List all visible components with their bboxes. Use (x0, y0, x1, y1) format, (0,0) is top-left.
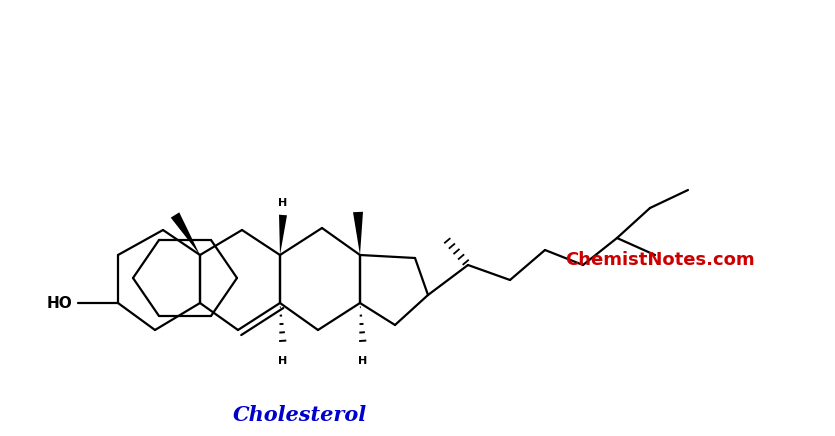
Text: HO: HO (46, 296, 72, 310)
Text: H: H (278, 198, 287, 208)
Polygon shape (171, 212, 200, 255)
Text: Cholesterol: Cholesterol (233, 405, 367, 425)
Text: H: H (278, 356, 287, 366)
Text: H: H (358, 356, 367, 366)
Polygon shape (353, 212, 363, 255)
Polygon shape (279, 215, 287, 255)
Text: ChemistNotes.com: ChemistNotes.com (565, 251, 755, 269)
